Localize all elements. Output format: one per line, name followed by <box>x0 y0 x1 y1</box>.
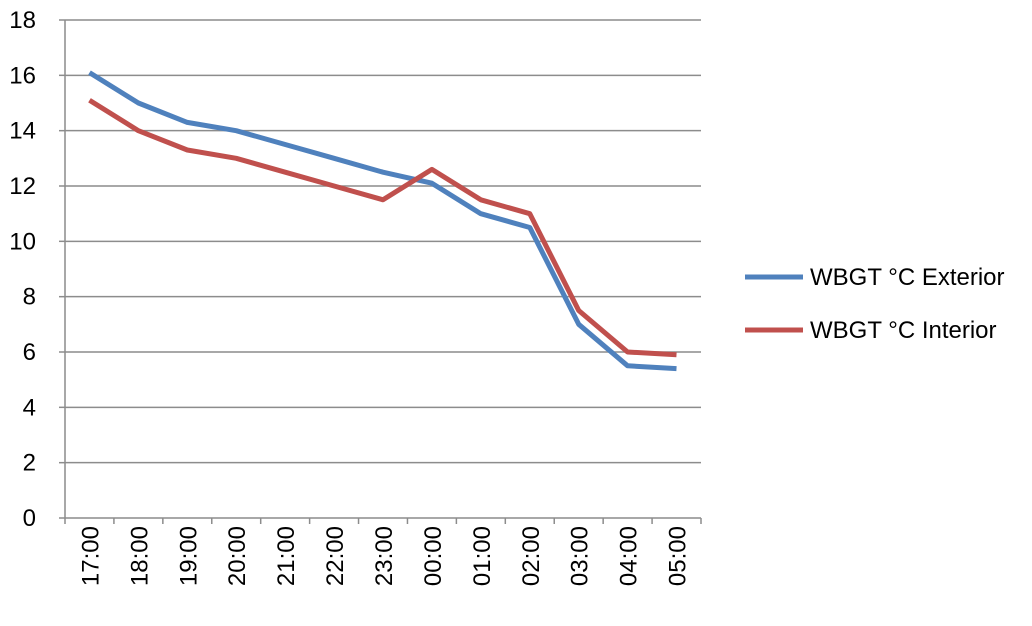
x-tick-label: 18:00 <box>126 526 153 586</box>
x-tick-label: 05:00 <box>665 526 692 586</box>
x-tick-label: 01:00 <box>469 526 496 586</box>
legend-label-1: WBGT °C Interior <box>810 317 997 344</box>
x-tick-label: 00:00 <box>420 526 447 586</box>
x-tick-label: 17:00 <box>77 526 104 586</box>
y-tick-label: 16 <box>9 62 36 89</box>
x-tick-label: 22:00 <box>322 526 349 586</box>
gridlines <box>65 19 701 464</box>
legend: WBGT °C Exterior WBGT °C Interior <box>745 264 1005 344</box>
x-tick-label: 04:00 <box>616 526 643 586</box>
y-tick-label: 2 <box>23 450 36 477</box>
y-tick-label: 6 <box>23 339 36 366</box>
y-tick-label: 0 <box>23 505 36 532</box>
x-tick-label: 21:00 <box>273 526 300 586</box>
x-tick-label: 19:00 <box>175 526 202 586</box>
x-tick-label: 23:00 <box>371 526 398 586</box>
x-tick-label: 20:00 <box>224 526 251 586</box>
x-tick-label: 02:00 <box>518 526 545 586</box>
series-line-0 <box>88 70 677 372</box>
y-tick-label: 14 <box>9 118 36 145</box>
y-tick-label: 4 <box>23 394 36 421</box>
y-tick-label: 10 <box>9 228 36 255</box>
y-tick-label: 12 <box>9 173 36 200</box>
y-axis-tick-labels: 0 2 4 6 8 10 12 14 16 18 <box>9 7 36 532</box>
legend-label-0: WBGT °C Exterior <box>810 264 1005 291</box>
x-axis-tick-labels: 17:00 18:00 19:00 20:00 21:00 22:00 23:00 00:00… <box>77 526 691 586</box>
y-tick-label: 18 <box>9 7 36 34</box>
series-lines <box>88 70 677 372</box>
y-tick-label: 8 <box>23 284 36 311</box>
x-tick-label: 03:00 <box>567 526 594 586</box>
axes <box>59 19 702 524</box>
series-line-1 <box>88 98 677 358</box>
